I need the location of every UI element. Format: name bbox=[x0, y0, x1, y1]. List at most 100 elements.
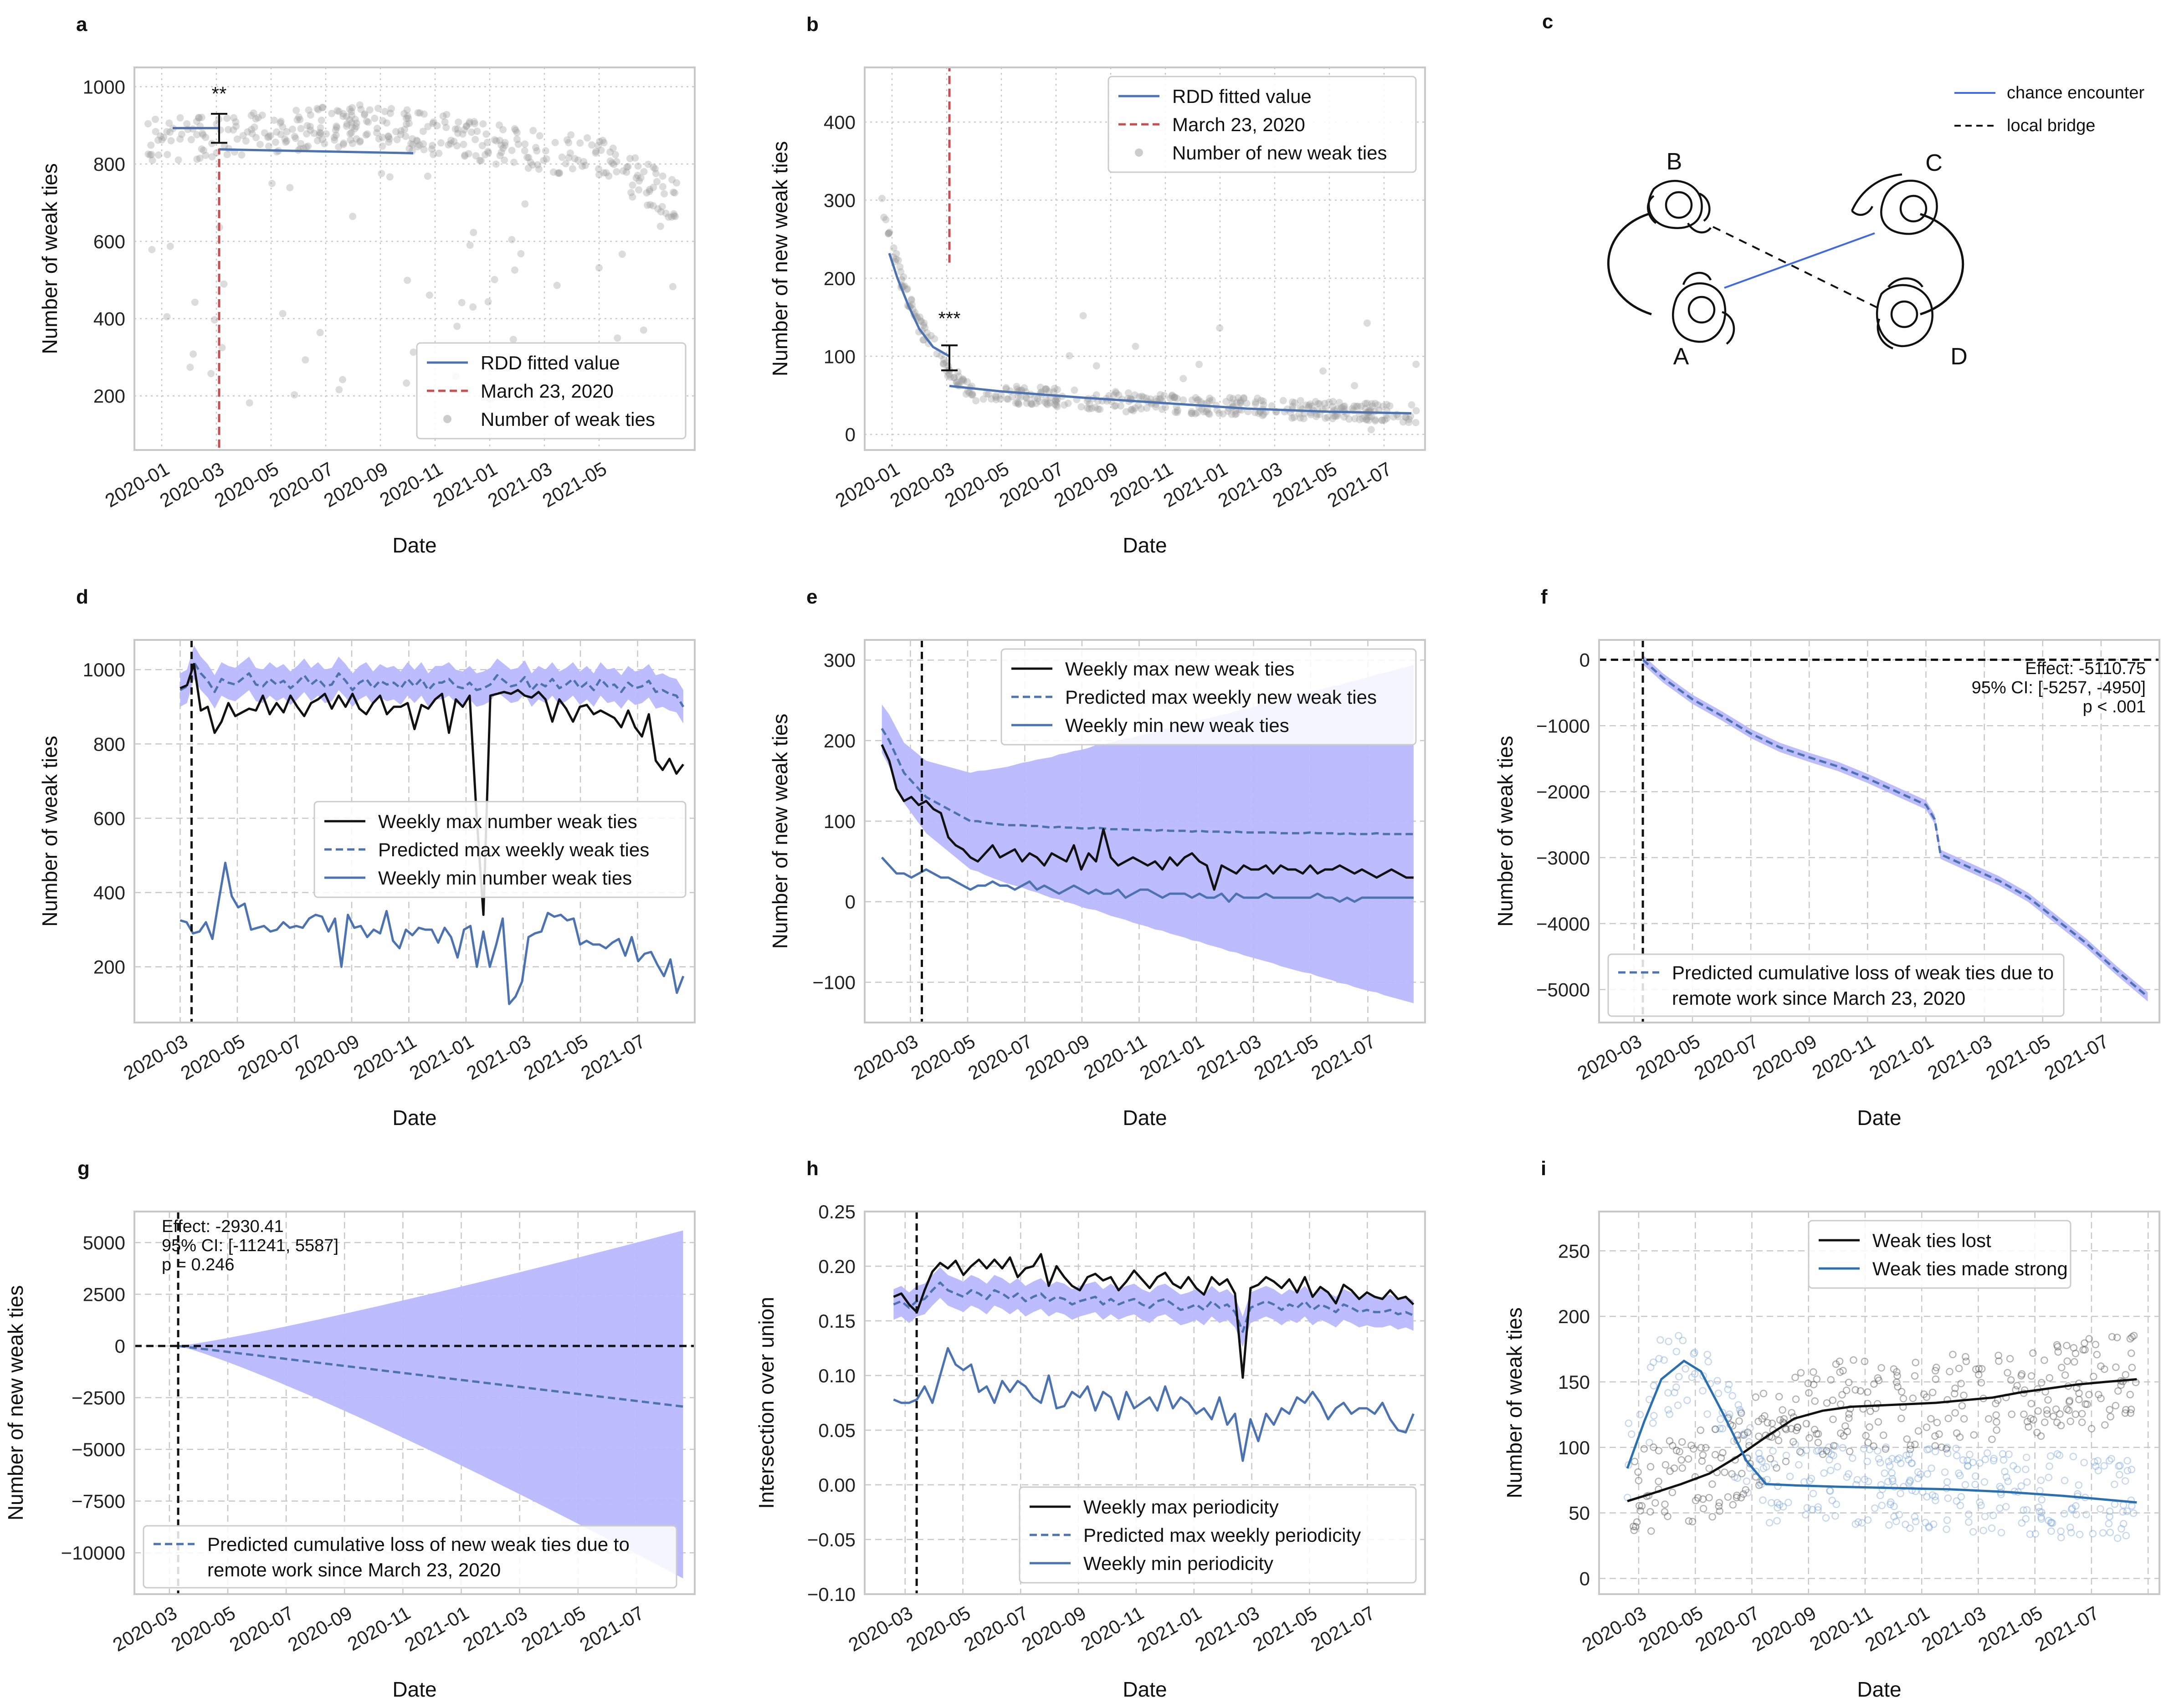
scatter-point bbox=[362, 131, 370, 139]
scatter-point bbox=[954, 368, 962, 376]
scatter-point bbox=[1050, 388, 1057, 396]
scatter-point bbox=[1889, 1477, 1897, 1485]
scatter-point bbox=[1961, 1481, 1969, 1489]
scatter-point bbox=[316, 128, 323, 136]
scatter-point bbox=[454, 129, 462, 137]
scatter-point bbox=[1923, 1446, 1931, 1454]
scatter-point bbox=[555, 169, 563, 177]
scatter-point bbox=[940, 360, 948, 368]
scatter-point bbox=[303, 143, 310, 151]
scatter-point bbox=[511, 125, 518, 133]
scatter-point bbox=[558, 153, 566, 161]
scatter-point bbox=[1905, 1456, 1913, 1464]
scatter-point bbox=[654, 205, 662, 213]
scatter-point bbox=[611, 151, 619, 159]
scatter-point bbox=[364, 118, 372, 126]
scatter-point bbox=[1300, 414, 1307, 422]
scatter-point bbox=[2065, 1398, 2073, 1406]
scatter-point bbox=[1762, 1463, 1770, 1471]
scatter-point bbox=[1788, 1409, 1795, 1417]
scatter-point bbox=[944, 372, 952, 379]
scatter-point bbox=[1305, 402, 1313, 409]
scatter-point bbox=[264, 133, 272, 141]
scatter-point bbox=[1931, 1367, 1939, 1375]
scatter-point bbox=[238, 151, 246, 159]
scatter-point bbox=[385, 138, 393, 146]
scatter-point bbox=[328, 110, 336, 118]
scatter-point bbox=[1649, 1419, 1657, 1427]
scatter-point bbox=[2035, 1503, 2043, 1511]
scatter-point bbox=[1838, 1391, 1846, 1399]
scatter-point bbox=[1703, 1350, 1711, 1359]
scatter-point bbox=[1688, 1518, 1697, 1526]
scatter-point bbox=[232, 118, 240, 126]
scatter-point bbox=[1193, 409, 1201, 417]
scatter-point bbox=[1625, 1419, 1633, 1427]
scatter-point bbox=[1932, 1375, 1940, 1383]
scatter-point bbox=[1353, 402, 1360, 410]
scatter-point bbox=[943, 359, 950, 367]
scatter-point bbox=[596, 138, 604, 145]
scatter-point bbox=[1724, 1386, 1732, 1393]
scatter-point bbox=[2033, 1428, 2041, 1437]
scatter-point bbox=[1023, 394, 1031, 402]
scatter-point bbox=[1964, 1462, 1972, 1469]
legend-label: Predicted max weekly weak ties bbox=[378, 839, 649, 860]
scatter-point bbox=[1630, 1526, 1638, 1534]
cumulative-effect-line bbox=[1642, 659, 2149, 998]
scatter-point bbox=[1890, 1513, 1898, 1521]
panel-g: −10000−7500−5000−25000250050002020-03202… bbox=[4, 1157, 696, 1701]
scatter-point bbox=[2063, 1357, 2071, 1365]
scatter-point bbox=[661, 190, 668, 198]
y-tick-label: 800 bbox=[93, 733, 125, 755]
scatter-point bbox=[1925, 1445, 1933, 1453]
scatter-point bbox=[1651, 1499, 1659, 1507]
scatter-point bbox=[1240, 394, 1248, 402]
scatter-point bbox=[1408, 401, 1415, 409]
scatter-point bbox=[1755, 1481, 1763, 1489]
scatter-point bbox=[2037, 1476, 2045, 1484]
scatter-point bbox=[1754, 1417, 1762, 1426]
scatter-point bbox=[1368, 400, 1375, 408]
scatter-point bbox=[1232, 410, 1240, 418]
x-tick-label: 2021-01 bbox=[1133, 1602, 1205, 1656]
x-tick-label: 2021-05 bbox=[520, 1030, 591, 1084]
scatter-point bbox=[223, 114, 231, 122]
scatter-point bbox=[1980, 1478, 1989, 1486]
scatter-point bbox=[581, 162, 589, 169]
scatter-point bbox=[1028, 400, 1036, 408]
scatter-point bbox=[149, 156, 156, 164]
scatter-point bbox=[247, 112, 255, 119]
confidence-band bbox=[1643, 655, 2148, 1002]
scatter-point bbox=[333, 107, 341, 114]
scatter-point bbox=[202, 151, 210, 159]
scatter-point bbox=[1705, 1464, 1713, 1473]
scatter-point bbox=[886, 229, 893, 236]
scatter-point bbox=[1260, 401, 1267, 409]
scatter-point bbox=[1361, 400, 1369, 408]
x-tick-label: 2020-07 bbox=[1692, 1602, 1763, 1656]
scatter-point bbox=[1870, 1442, 1877, 1450]
scatter-point bbox=[1845, 1378, 1853, 1386]
scatter-point bbox=[1044, 401, 1051, 409]
scatter-point bbox=[2127, 1406, 2135, 1413]
significance-annotation: *** bbox=[938, 308, 960, 329]
scatter-point bbox=[468, 128, 476, 136]
scatter-point bbox=[483, 138, 491, 146]
scatter-point bbox=[2020, 1386, 2029, 1394]
scatter-point bbox=[1759, 1390, 1768, 1397]
scatter-point bbox=[1802, 1511, 1810, 1519]
scatter-point bbox=[1324, 414, 1332, 421]
scatter-point bbox=[1964, 1462, 1972, 1470]
scatter-point bbox=[318, 104, 326, 112]
scatter-point bbox=[525, 153, 533, 161]
scatter-point bbox=[2078, 1410, 2086, 1418]
scatter-point bbox=[1312, 398, 1319, 405]
scatter-point bbox=[1160, 392, 1168, 399]
scatter-point bbox=[1128, 406, 1136, 414]
scatter-point bbox=[371, 114, 379, 122]
scatter-point bbox=[1363, 416, 1370, 424]
scatter-point bbox=[1675, 1373, 1683, 1381]
scatter-point bbox=[2041, 1418, 2049, 1426]
